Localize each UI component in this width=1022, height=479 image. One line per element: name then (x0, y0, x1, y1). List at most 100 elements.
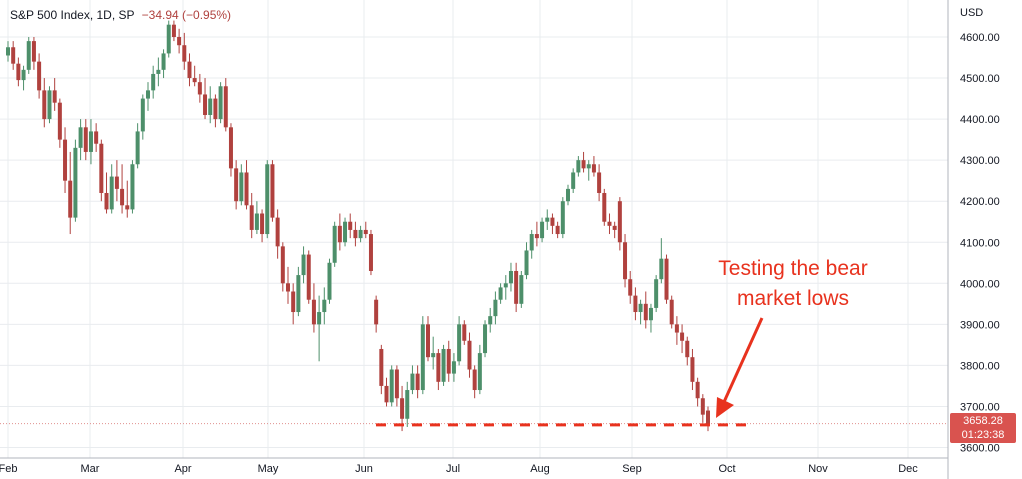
chart-header: S&P 500 Index, 1D, SP −34.94 (−0.95%) (10, 8, 231, 22)
candle-body (99, 143, 104, 193)
candle-body (280, 246, 285, 284)
candle-body (182, 45, 187, 62)
candle-body (431, 353, 436, 358)
candle-body (187, 61, 192, 79)
y-tick-label: 3700.00 (960, 401, 1000, 413)
candle-body (648, 307, 653, 321)
candle-body (477, 353, 482, 391)
candle-body (643, 303, 648, 321)
candle-body (607, 221, 612, 226)
candle-body (21, 69, 26, 81)
candle-body (446, 348, 451, 374)
candle-body (493, 299, 498, 317)
candle-body (254, 213, 259, 230)
candle-body (363, 229, 368, 235)
candle-body (332, 225, 337, 263)
candle-body (529, 234, 534, 251)
candle-body (503, 283, 508, 288)
candle-body (37, 61, 42, 91)
candle-body (208, 98, 213, 115)
candle-body (389, 369, 394, 403)
candle-body (306, 254, 311, 300)
candle-body (659, 258, 664, 280)
candle-body (140, 98, 145, 132)
candle-body (343, 221, 348, 243)
candle-body (451, 361, 456, 374)
candle-body (566, 188, 570, 202)
y-tick-label: 4100.00 (960, 237, 1000, 249)
candle-body (358, 229, 363, 239)
candle-body (669, 299, 674, 325)
last-price: 3658.28 (963, 415, 1003, 427)
candle-body (374, 299, 379, 325)
candle-body (146, 90, 150, 99)
candle-body (16, 63, 21, 81)
candle-body (581, 160, 586, 169)
candle-body (472, 369, 477, 391)
x-tick-label: Sep (622, 463, 642, 475)
candle-body (457, 324, 462, 362)
candle-body (234, 168, 239, 202)
y-tick-label: 4500.00 (960, 73, 1000, 85)
candle-body (327, 262, 332, 300)
candle-body (223, 86, 228, 128)
candle-body (540, 221, 545, 239)
candle-body (426, 324, 430, 358)
candle-body (508, 270, 513, 284)
candle-body (654, 279, 659, 308)
candle-body (301, 254, 306, 276)
candle-body (560, 201, 565, 235)
candle-body (291, 291, 296, 313)
y-tick-label: 4600.00 (960, 32, 1000, 44)
candle-body (161, 53, 166, 70)
candle-body (576, 160, 581, 173)
candle-body (441, 348, 446, 382)
candle-body (213, 98, 218, 120)
candle-body (83, 127, 88, 152)
candle-body (228, 127, 233, 169)
candle-body (617, 201, 622, 243)
y-tick-label: 4300.00 (960, 155, 1000, 167)
candle-body (26, 41, 31, 70)
candle-body (260, 213, 265, 235)
candle-body (166, 24, 171, 54)
candle-body (695, 381, 700, 399)
candle-body (514, 270, 519, 304)
candle-body (405, 390, 410, 419)
candle-body (483, 324, 488, 354)
candle-body (11, 47, 16, 64)
bar-countdown: 01:23:38 (961, 429, 1005, 441)
candle-body (674, 324, 679, 333)
candle-body (685, 340, 690, 358)
annotation-line-1: Testing the bear (718, 257, 868, 280)
x-tick-label: Jul (446, 463, 460, 475)
candle-body (265, 164, 270, 235)
candle-body (57, 102, 62, 140)
candle-body (690, 357, 695, 382)
candle-body (88, 131, 93, 152)
annotation-arrow (722, 317, 764, 403)
candle-body (203, 94, 208, 115)
candle-body (52, 90, 57, 103)
candle-body (586, 164, 591, 169)
candle-body (42, 90, 47, 120)
annotation-text: Testing the bear market lows (688, 254, 898, 314)
candle-body (135, 131, 140, 165)
candle-body (322, 299, 327, 313)
candle-body (348, 221, 353, 230)
candle-body (130, 164, 135, 210)
y-axis-unit: USD (960, 7, 983, 19)
candle-body (706, 410, 710, 424)
candle-body (545, 217, 550, 222)
price-change: −34.94 (−0.95%) (141, 8, 232, 22)
candle-body (623, 242, 628, 280)
x-tick-label: May (258, 463, 279, 475)
y-tick-label: 3600.00 (960, 443, 1000, 455)
candle-body (368, 234, 373, 271)
candle-body (337, 225, 342, 243)
candle-body (73, 147, 78, 218)
candle-body (394, 369, 399, 399)
x-tick-label: Oct (718, 463, 735, 475)
x-tick-label: Jun (355, 463, 373, 475)
